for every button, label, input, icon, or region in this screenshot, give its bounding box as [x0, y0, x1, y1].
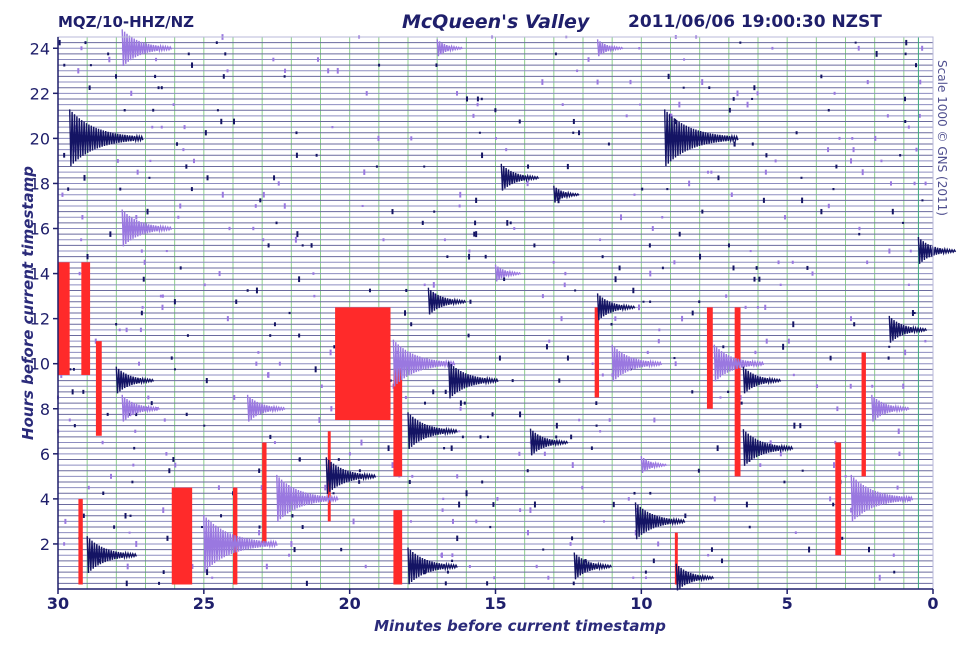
clipped-signal-block	[734, 307, 741, 477]
scale-note-text: Scale 1000 © GNS (2011)	[935, 60, 949, 216]
seismic-event	[611, 344, 663, 382]
seismic-event	[121, 209, 173, 247]
seismic-event	[448, 361, 499, 399]
clipped-signal-block	[262, 442, 267, 544]
clipped-signal-block	[78, 498, 83, 585]
seismic-event	[392, 339, 456, 387]
station-code: MQZ/10-HHZ/NZ	[58, 13, 195, 31]
y-tick-label: 2	[40, 535, 50, 554]
seismic-event	[553, 185, 580, 203]
clipped-signal-block	[58, 262, 70, 375]
clipped-signal-block	[393, 368, 403, 477]
x-tick-label: 10	[630, 594, 652, 613]
seismic-event	[121, 394, 160, 422]
seismic-event	[917, 236, 957, 264]
x-axis-label: Minutes before current timestamp	[374, 617, 666, 635]
seismic-event	[850, 474, 914, 522]
y-tick-label: 16	[30, 220, 50, 239]
y-tick-label: 24	[30, 39, 50, 58]
seismic-event	[246, 394, 286, 422]
seismic-event	[407, 412, 458, 450]
clipped-signal-block	[594, 307, 600, 398]
timestamp: 2011/06/06 19:00:30 NZST	[628, 12, 882, 32]
clipped-signal-block	[861, 352, 866, 477]
clipped-signal-block	[95, 341, 102, 436]
seismic-event	[888, 315, 928, 343]
x-tick-label: 25	[193, 594, 215, 613]
seismic-event	[86, 536, 138, 574]
seismic-event	[640, 456, 668, 474]
seismic-event	[203, 514, 278, 572]
y-tick-label: 12	[30, 310, 50, 329]
clipped-signal-block	[171, 487, 193, 585]
seismic-event	[573, 552, 613, 580]
clipped-signal-block	[393, 510, 403, 585]
clipped-signal-block	[81, 262, 91, 375]
seismic-event	[634, 502, 686, 540]
seismic-event	[675, 563, 715, 591]
y-tick-label: 8	[40, 400, 50, 419]
y-tick-label: 10	[30, 355, 50, 374]
x-tick-label: 0	[927, 594, 938, 613]
y-tick-label: 20	[30, 129, 50, 148]
seismic-event	[427, 287, 467, 315]
seismic-event	[115, 366, 155, 394]
seismic-event	[596, 39, 624, 57]
seismic-event	[500, 163, 540, 191]
x-tick-label: 20	[339, 594, 361, 613]
clipped-signal-block	[706, 307, 713, 409]
seismic-event	[742, 429, 794, 466]
y-axis-label: Hours before current timestamp	[19, 166, 37, 440]
seismic-event	[713, 344, 765, 382]
x-tick-label: 5	[782, 594, 793, 613]
y-tick-label: 14	[30, 265, 50, 284]
y-tick-label: 18	[30, 174, 50, 193]
x-tick-label: 15	[484, 594, 506, 613]
seismic-event	[529, 428, 569, 456]
seismic-event	[871, 394, 910, 422]
seismic-event	[69, 109, 144, 167]
clipped-signal-block	[835, 442, 842, 556]
scale-copyright-note: Scale 1000 © GNS (2011)	[935, 38, 949, 238]
seismic-event	[121, 29, 173, 67]
y-tick-label: 6	[40, 445, 50, 464]
seismic-event	[596, 293, 636, 321]
seismic-event	[742, 366, 782, 394]
x-tick-label: 30	[47, 594, 69, 613]
clipped-signal-block	[674, 532, 678, 585]
seismic-event	[494, 264, 522, 282]
y-tick-label: 22	[30, 84, 50, 103]
clipped-signal-block	[335, 307, 391, 421]
location-title: McQueen's Valley	[402, 11, 590, 33]
seismic-event	[664, 109, 739, 167]
seismic-event	[325, 457, 377, 495]
seismic-event	[436, 39, 463, 57]
seismic-event	[407, 547, 458, 585]
y-tick-label: 4	[40, 490, 50, 509]
seismic-event	[276, 474, 339, 522]
